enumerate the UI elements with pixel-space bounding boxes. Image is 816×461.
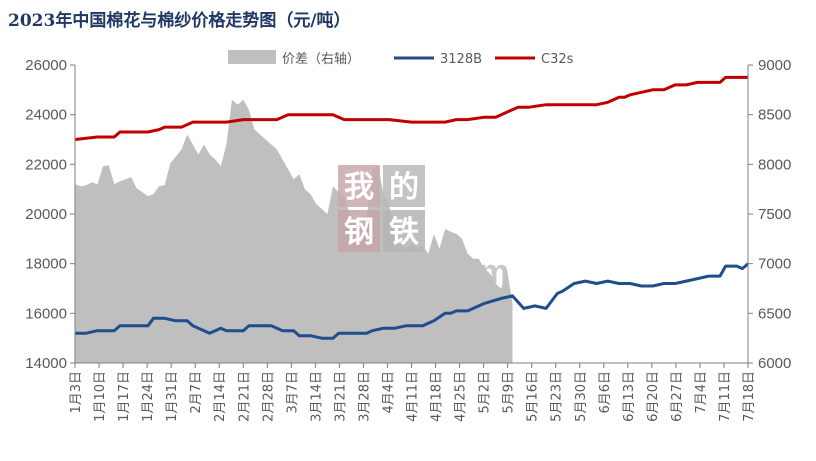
left-tick-label: 16000: [25, 305, 67, 322]
axes-layer: 14000 16000 18000 20000 22000 24000 26000 6000 6…: [25, 57, 791, 422]
series-area-spread: [75, 99, 513, 364]
x-tick-label: 1月31日: [165, 371, 180, 422]
x-tick-label: 4月11日: [406, 371, 421, 422]
x-tick-label: 4月4日: [381, 371, 396, 414]
watermark-box: [338, 210, 380, 252]
x-tick-label: 2月14日: [213, 371, 228, 422]
x-tick-label: 4月25日: [454, 371, 469, 422]
x-tick-label: 2月28日: [261, 371, 276, 422]
left-tick-label: 18000: [25, 256, 67, 273]
right-tick-label: 7500: [758, 206, 791, 223]
right-tick-label: 6500: [758, 305, 791, 322]
x-tick-label: 1月17日: [117, 371, 132, 422]
left-tick-label: 20000: [25, 206, 67, 223]
x-tick-label: 3月7日: [285, 371, 300, 414]
area-layer: [75, 99, 513, 364]
right-tick-label: 9000: [758, 57, 791, 74]
x-tick-label: 2月7日: [189, 371, 204, 414]
legend-item: 价差（右轴）: [228, 50, 360, 67]
legend-item: 3128B: [394, 52, 482, 67]
x-tick-label: 7月18日: [742, 371, 757, 422]
legend-label: 3128B: [440, 52, 482, 67]
left-tick-label: 26000: [25, 57, 67, 74]
x-tick-label: 2月21日: [237, 371, 252, 422]
series-line-3128b: [75, 262, 749, 340]
legend-swatch-area: [228, 50, 276, 64]
left-tick-label: 14000: [25, 355, 67, 372]
x-tick-label: 5月16日: [526, 371, 541, 422]
legend-item: C32s: [495, 52, 574, 67]
legend: 价差（右轴） 3128B C32s: [228, 50, 574, 67]
x-tick-label: 5月9日: [502, 371, 517, 414]
x-tick-label: 5月23日: [550, 371, 565, 422]
x-tick-label: 3月14日: [309, 371, 324, 422]
chart-title: 2023年中国棉花与棉纱价格走势图（元/吨）: [8, 11, 351, 31]
x-tick-label: 1月24日: [141, 371, 156, 422]
x-tick-label: 1月10日: [93, 371, 108, 422]
x-tick-label: 6月13日: [622, 371, 637, 422]
right-tick-label: 7000: [758, 256, 791, 273]
x-tick-label: 3月28日: [357, 371, 372, 422]
x-tick-label: 4月18日: [430, 371, 445, 422]
x-tick-label: 5月2日: [478, 371, 493, 414]
x-tick-label: 3月21日: [333, 371, 348, 422]
watermark-char: 钢: [344, 215, 374, 250]
watermark-box: [383, 165, 425, 207]
x-tick-label: 6月27日: [670, 371, 685, 422]
x-tick-label: 6月6日: [598, 371, 613, 414]
watermark-char: 铁: [389, 215, 419, 250]
x-tick-label: 7月11日: [718, 371, 733, 422]
right-tick-label: 6000: [758, 355, 791, 372]
x-tick-label: 1月3日: [69, 371, 84, 414]
watermark-box: [383, 210, 425, 252]
x-tick-label: 5月30日: [574, 371, 589, 422]
legend-label: C32s: [541, 52, 574, 67]
left-tick-label: 22000: [25, 156, 67, 173]
x-tick-label: 6月20日: [646, 371, 661, 422]
watermark-brand: Mysteel.com: [305, 253, 509, 291]
line-layer: [74, 75, 749, 340]
right-tick-label: 8000: [758, 156, 791, 173]
x-tick-label: 7月4日: [694, 371, 709, 414]
watermark-char: 我: [344, 170, 374, 205]
watermark-box: [338, 165, 380, 207]
right-tick-label: 8500: [758, 107, 791, 124]
watermark-char: 的: [389, 170, 419, 205]
series-line-c32s: [74, 75, 748, 141]
left-tick-label: 24000: [25, 107, 67, 124]
watermark: 我的钢 铁Mysteel.com: [305, 165, 509, 291]
legend-label: 价差（右轴）: [282, 52, 360, 67]
